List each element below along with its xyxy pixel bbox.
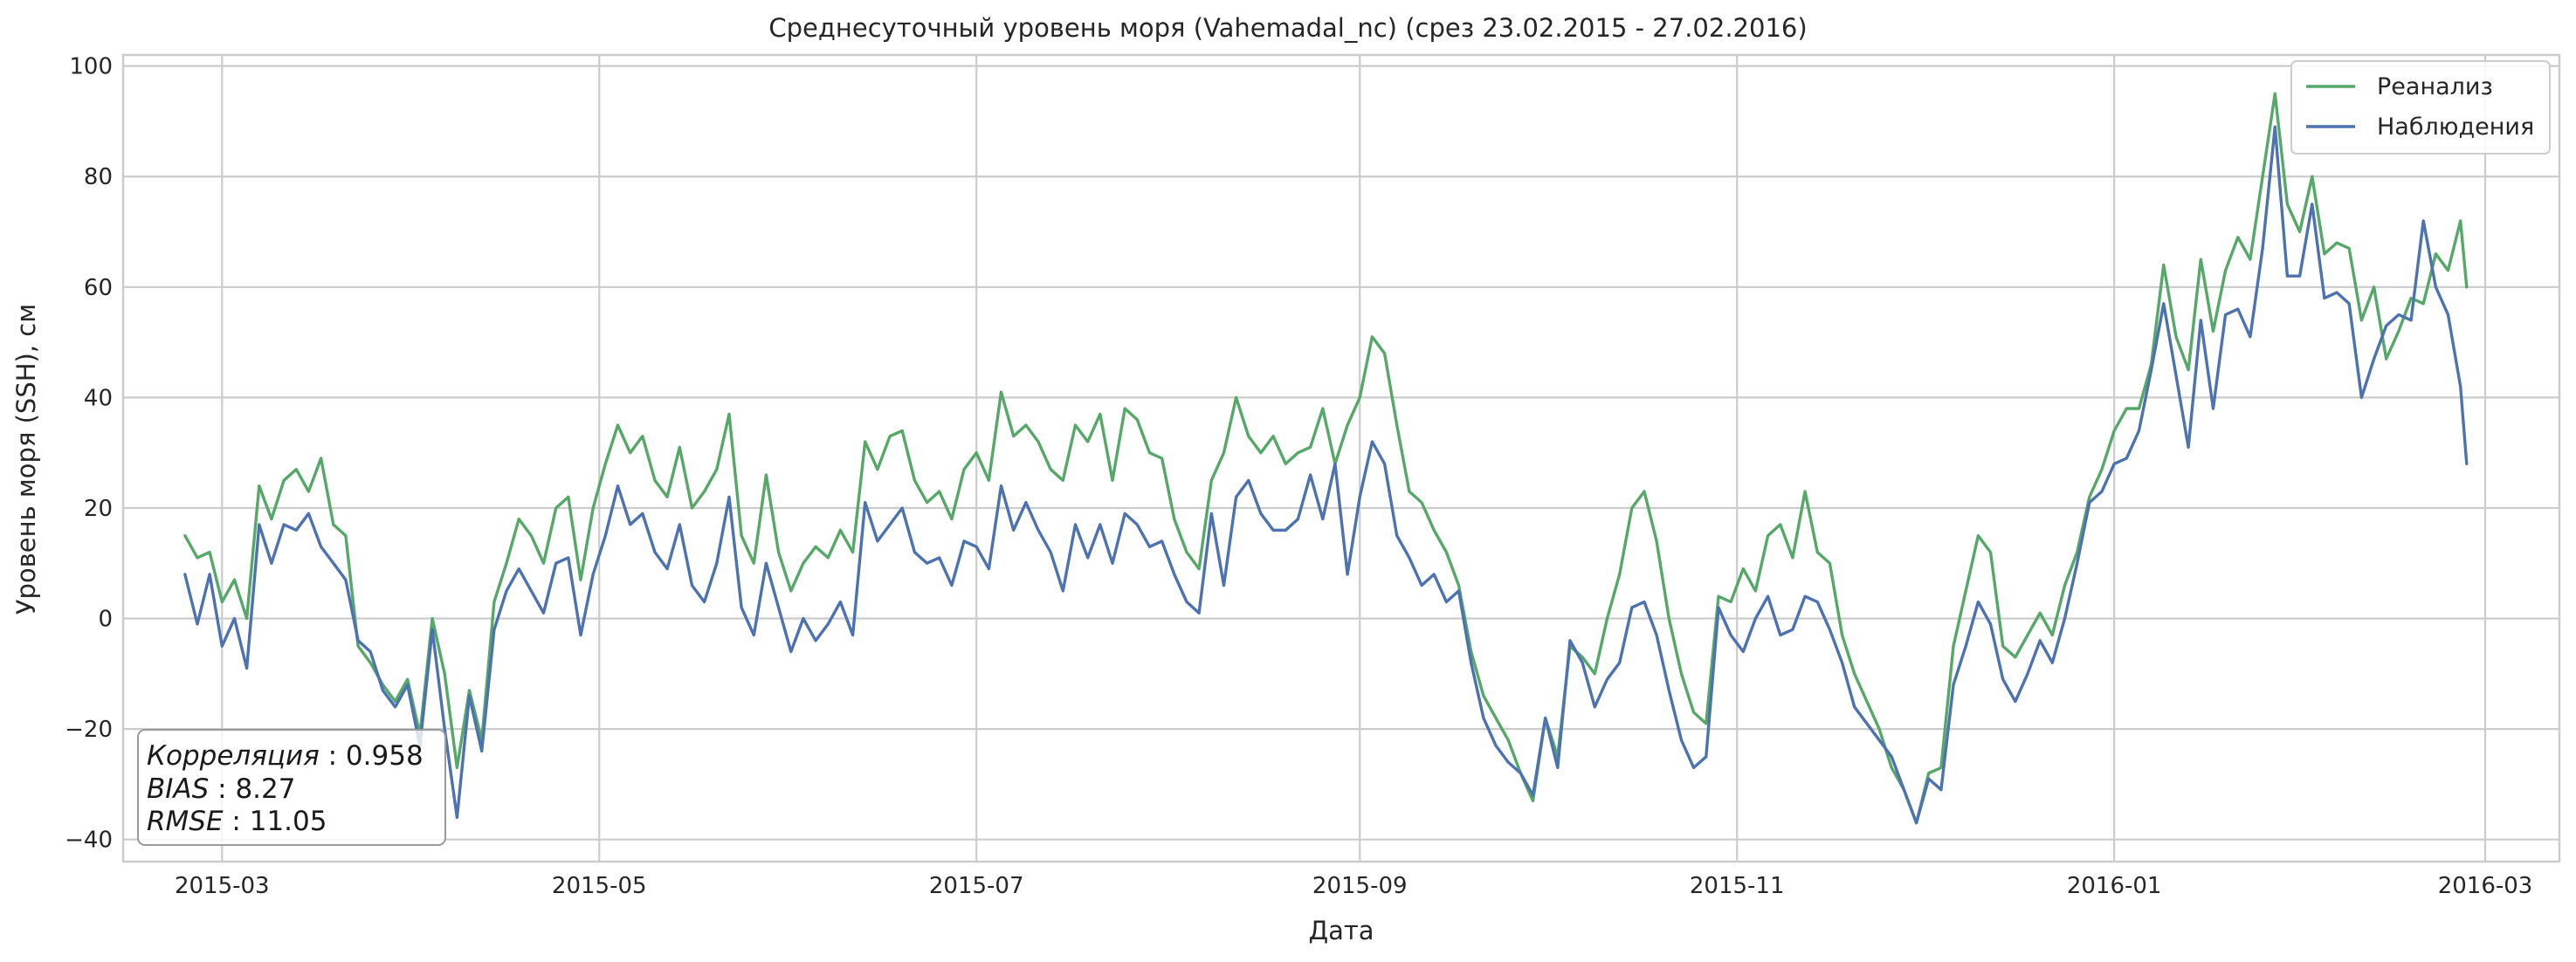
x-tick-label: 2015-03 bbox=[175, 873, 270, 899]
series-line-reanalysis bbox=[183, 92, 2469, 825]
stats-separator: : bbox=[320, 740, 346, 772]
stats-separator: : bbox=[209, 773, 235, 805]
y-tick-label: 60 bbox=[84, 275, 113, 301]
stats-bias: BIAS : 8.27 bbox=[147, 773, 295, 805]
stats-correlation-label: Корреляция bbox=[147, 740, 320, 772]
stats-separator: : bbox=[224, 806, 250, 837]
x-tick-label: 2015-09 bbox=[1312, 873, 1408, 899]
plot-frame bbox=[121, 53, 2561, 863]
x-axis-label: Дата bbox=[1308, 916, 1374, 945]
y-axis-label: Уровень моря (SSH), см bbox=[11, 304, 41, 615]
stats-correlation-value: 0.958 bbox=[346, 740, 424, 772]
y-tick-label: 100 bbox=[69, 54, 113, 80]
chart-title: Среднесуточный уровень моря (Vahemadal_n… bbox=[768, 13, 1807, 43]
grid bbox=[123, 55, 2559, 862]
y-axis-ticks: −40 −20 0 20 40 60 80 100 bbox=[65, 54, 113, 854]
x-tick-label: 2016-01 bbox=[2067, 873, 2162, 899]
stats-rmse: RMSE : 11.05 bbox=[147, 806, 327, 837]
y-tick-label: −20 bbox=[65, 717, 113, 743]
x-tick-label: 2016-03 bbox=[2438, 873, 2533, 899]
series-lines bbox=[183, 92, 2469, 825]
x-tick-label: 2015-05 bbox=[552, 873, 647, 899]
x-tick-label: 2015-07 bbox=[929, 873, 1024, 899]
x-tick-label: 2015-11 bbox=[1690, 873, 1785, 899]
legend-label-reanalysis: Реанализ bbox=[2377, 73, 2493, 100]
y-tick-label: 40 bbox=[84, 385, 113, 411]
stats-bias-value: 8.27 bbox=[235, 773, 295, 805]
stats-bias-label: BIAS bbox=[147, 773, 209, 805]
series-line-observations bbox=[183, 125, 2469, 825]
stats-box: Корреляция : 0.958 BIAS : 8.27 RMSE : 11… bbox=[137, 729, 446, 846]
stats-rmse-label: RMSE bbox=[147, 806, 224, 837]
legend-label-observations: Наблюдения bbox=[2377, 113, 2534, 141]
stats-box-frame bbox=[137, 729, 446, 846]
stats-rmse-value: 11.05 bbox=[250, 806, 327, 837]
legend-box bbox=[2290, 60, 2551, 155]
stats-correlation: Корреляция : 0.958 bbox=[147, 740, 424, 772]
x-axis-ticks: 2015-03 2015-05 2015-07 2015-09 2015-11 2016-… bbox=[175, 873, 2532, 899]
y-tick-label: 20 bbox=[84, 496, 113, 522]
y-tick-label: 80 bbox=[84, 164, 113, 190]
y-tick-label: −40 bbox=[65, 828, 113, 854]
legend: Реанализ Наблюдения bbox=[2290, 60, 2551, 155]
y-tick-label: 0 bbox=[98, 607, 113, 633]
